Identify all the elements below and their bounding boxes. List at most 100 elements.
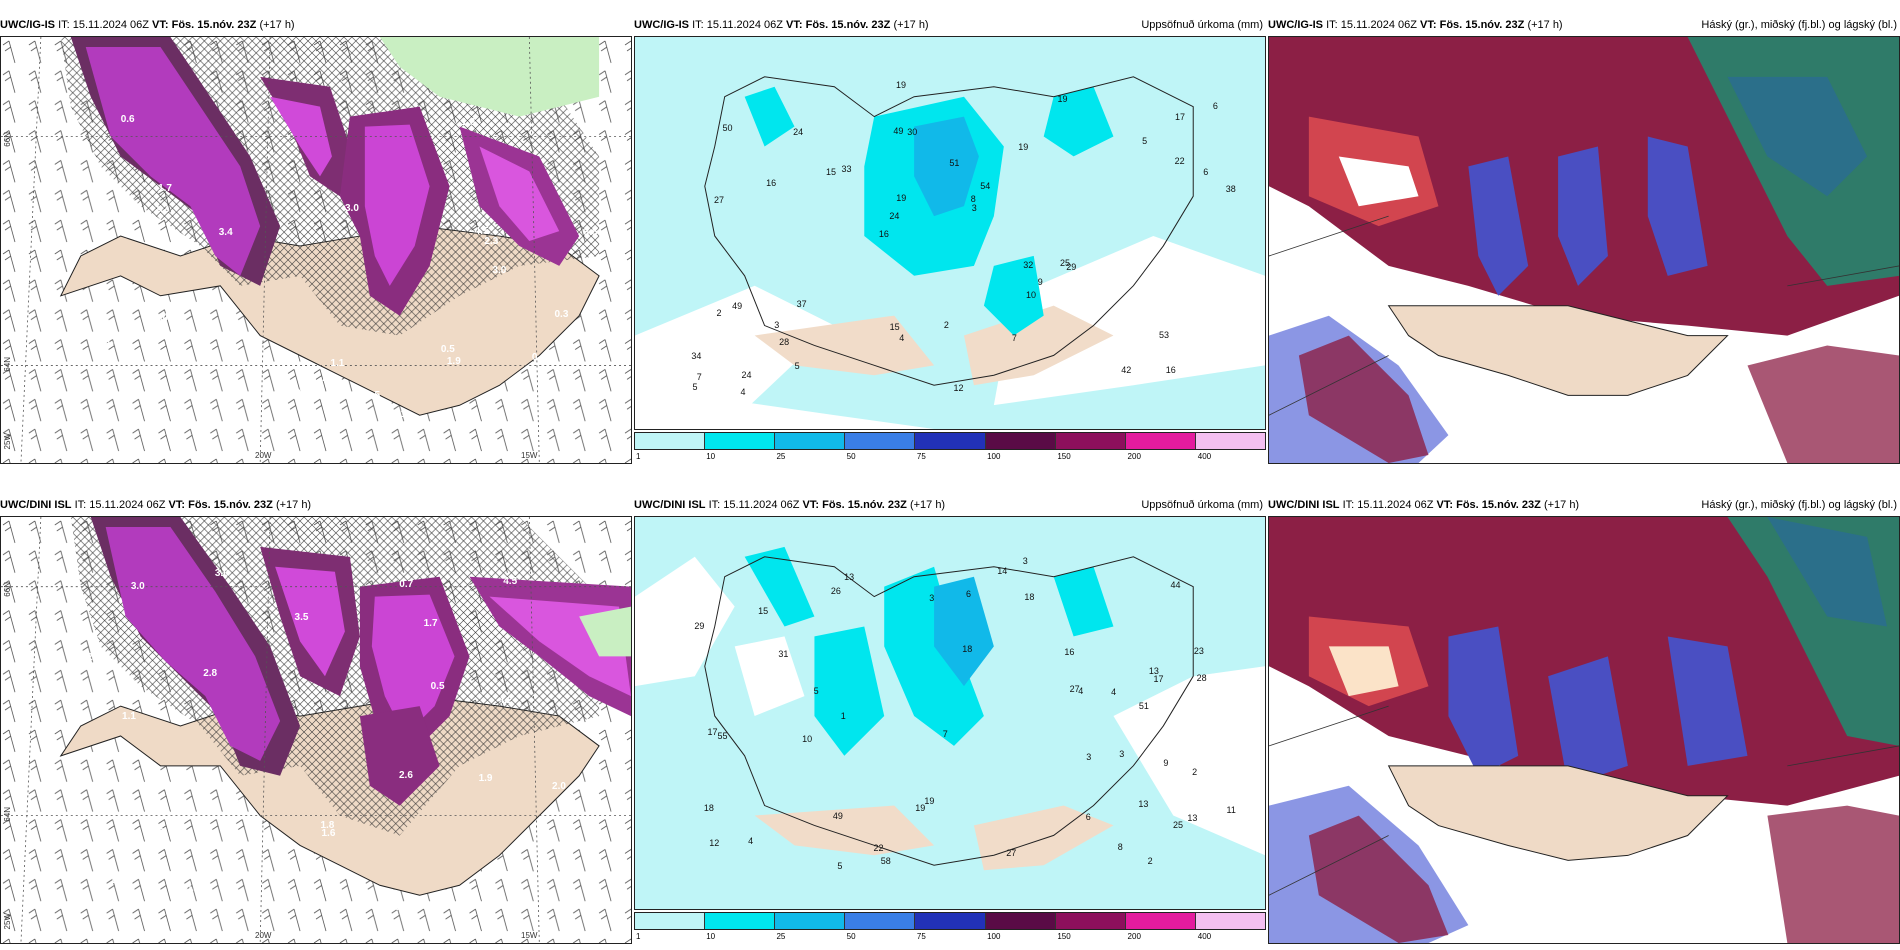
precip-50: [914, 116, 979, 217]
cloud-map-svg: [1269, 517, 1899, 943]
value-label: 32: [1023, 260, 1034, 271]
panel-title: UWC/DINI ISL IT: 15.11.2024 06Z VT: Fös.…: [1268, 496, 1900, 514]
panel-title: UWC/DINI ISL IT: 15.11.2024 06Z VT: Fös.…: [634, 496, 1266, 514]
value-label: 2.3: [484, 236, 499, 248]
lat-label-66: 66N: [3, 582, 12, 597]
precip-colorbar: [634, 912, 1266, 930]
value-label: 13: [1148, 665, 1159, 676]
temperature-labels: 2.0 1.9 1.6 1.2 1.8 2.8 3.0 1.7 1.3 4.2 2.6 4.5 0.6 0…: [1, 517, 631, 943]
value-label: 4: [748, 836, 754, 847]
mid-cloud: [1468, 156, 1529, 296]
panel-dini-temperature: UWC/DINI ISL IT: 15.11.2024 06Z VT: Fös.…: [0, 499, 632, 944]
colorbar-segment: [775, 913, 846, 929]
value-label: 1.7: [158, 183, 172, 195]
valid-time: VT: Fös. 15.nóv. 23Z: [168, 499, 273, 511]
value-label: 1.9: [478, 772, 493, 784]
value-label: 55: [717, 731, 728, 742]
value-label: 4.5: [503, 576, 518, 588]
lat-lines: [1, 586, 631, 816]
mid-cloud: [1548, 656, 1628, 786]
value-label: 17: [1153, 673, 1164, 684]
lat-label-64: 64N: [3, 357, 12, 372]
value-label: 2: [1147, 855, 1153, 866]
value-label: 1.2: [154, 204, 169, 216]
value-label: 2.6: [399, 770, 413, 782]
value-label: 17: [1174, 112, 1185, 123]
colorbar-segment: [1195, 433, 1265, 449]
colorbar-tick: 100: [987, 452, 1001, 461]
lon-lines: [20, 37, 540, 463]
precip-25: [884, 566, 984, 746]
precipitation-labels: 13 23 13 18 12 13 13 49 44 31 28 29 51 58 18 15 25 26 19 17…: [635, 517, 1265, 909]
value-label: 3.0: [214, 567, 229, 579]
model-name: UWC/DINI ISL: [0, 499, 72, 511]
value-label: 3: [971, 202, 977, 213]
valid-time: VT: Fös. 15.nóv. 23Z: [152, 19, 257, 31]
lon-lines: [20, 517, 540, 943]
value-label: 5: [794, 360, 800, 371]
value-label: 4.2: [498, 694, 513, 706]
dry-area: [1113, 666, 1265, 856]
value-label: 0.7: [399, 579, 414, 591]
lead-time: (+17 h): [893, 19, 929, 31]
value-label: 16: [1064, 646, 1075, 657]
value-label: 30: [907, 127, 918, 138]
cloud-map-svg: [1269, 37, 1899, 463]
lead-time: (+17 h): [1527, 19, 1563, 31]
value-label: 1.6: [461, 117, 476, 129]
value-label: 28: [1196, 673, 1207, 684]
value-label: 1.6: [169, 868, 184, 880]
value-label: 58: [880, 856, 891, 867]
colorbar-tick: 400: [1197, 452, 1212, 461]
mid-cloud: [1767, 517, 1888, 627]
colorbar-segment: [705, 913, 776, 929]
colorbar-tick: 10: [706, 452, 716, 461]
value-label: 1.8: [320, 820, 335, 832]
land-iceland: [1387, 765, 1729, 861]
value-label: 11: [1226, 804, 1236, 815]
precip-shade: [275, 566, 345, 677]
value-label: 54: [980, 180, 991, 191]
value-label: 50: [722, 123, 733, 134]
colorbar-segment: [1195, 913, 1265, 929]
value-label: 25: [1173, 820, 1184, 831]
value-label: 26: [830, 586, 841, 597]
value-label: 34: [691, 350, 702, 361]
value-label: 3.0: [492, 265, 507, 277]
value-label: 1.4: [154, 312, 169, 324]
colorbar-segment: [915, 913, 986, 929]
land-iceland: [1387, 305, 1729, 396]
value-label: 1.6: [321, 827, 336, 839]
value-label: 1.7: [423, 617, 438, 629]
value-label: 16: [878, 229, 889, 240]
value-label: 19: [1018, 141, 1029, 152]
value-label: 2: [1192, 767, 1198, 777]
mid-cloud: [1647, 136, 1708, 276]
value-label: 4: [740, 386, 746, 397]
value-label: 27: [1069, 683, 1080, 694]
value-label: 0.4: [531, 352, 546, 364]
value-label: 24: [793, 127, 804, 138]
value-label: 5: [837, 860, 843, 871]
value-label: 24: [741, 370, 752, 381]
lon-label-15: 15W: [521, 931, 538, 940]
value-label: 51: [949, 157, 960, 168]
value-label: 15: [758, 606, 769, 617]
temperature-map-svg: [1, 517, 631, 943]
coastline: [704, 556, 1194, 866]
value-label: 18: [1024, 592, 1035, 603]
value-label: 2.4: [322, 373, 337, 385]
precipitation-map: 13 23 13 18 12 13 13 49 44 31 28 29 51 58 18 15 25 26 19 17…: [634, 516, 1266, 910]
value-label: 3: [1119, 748, 1125, 759]
precip-shade: [479, 146, 560, 242]
init-time: IT: 15.11.2024 06Z: [58, 19, 149, 31]
value-label: 1.2: [267, 385, 282, 397]
value-label: 7: [696, 371, 702, 382]
value-label: 3.5: [294, 611, 309, 623]
value-label: 3.5: [583, 226, 598, 238]
panel-ig-clouds: UWC/IG-IS IT: 15.11.2024 06Z VT: Fös. 15…: [1268, 19, 1900, 464]
colorbar-segment: [635, 433, 706, 449]
coastline: [704, 76, 1194, 386]
colorbar-segment: [1055, 433, 1126, 449]
value-label: 27: [1006, 847, 1017, 858]
